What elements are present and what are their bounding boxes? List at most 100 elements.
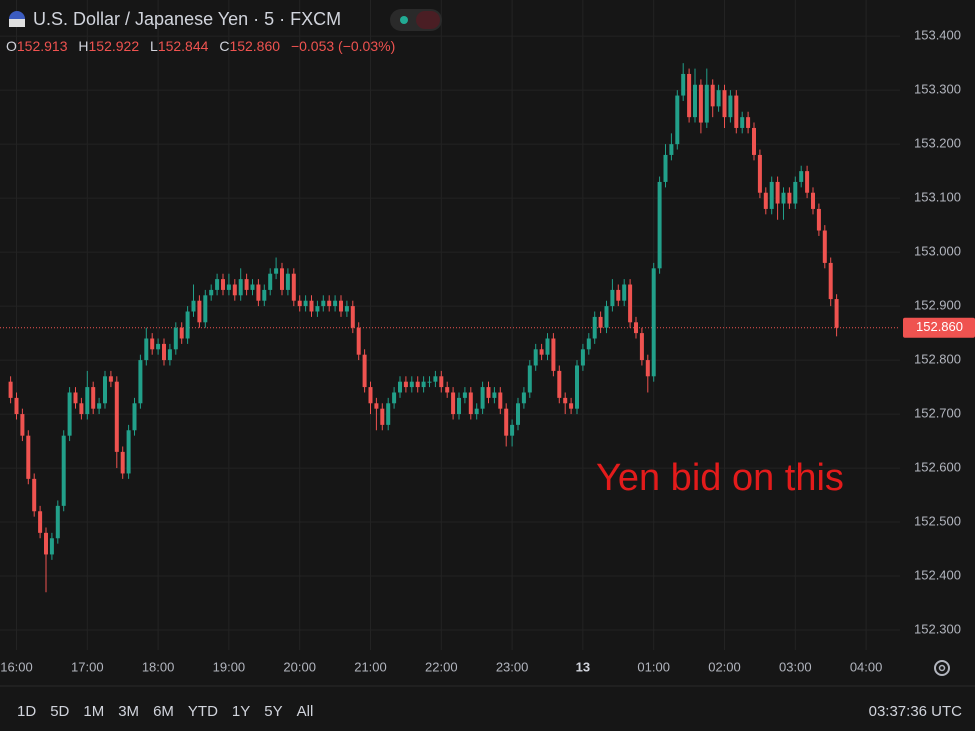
candle-body: [126, 430, 131, 474]
candle-body: [67, 392, 72, 436]
y-tick-label: 152.500: [914, 513, 961, 528]
candle-body: [185, 311, 190, 339]
candle-body: [427, 381, 432, 383]
legend-value: 152.844: [158, 38, 209, 54]
range-button[interactable]: YTD: [188, 703, 218, 720]
status-alert[interactable]: [416, 11, 440, 29]
candle-body: [415, 381, 420, 388]
candle-body: [268, 273, 273, 290]
settings-icon[interactable]: [934, 660, 950, 676]
candle-body: [344, 306, 349, 312]
candle-body: [79, 403, 84, 415]
candle-body: [693, 84, 697, 118]
y-tick-label: 152.800: [914, 352, 961, 367]
candle-body: [103, 376, 107, 404]
candle-body: [557, 370, 562, 398]
y-tick-label: 153.200: [914, 136, 961, 151]
candle-body: [138, 360, 143, 404]
candle-body: [403, 381, 408, 388]
candle-body: [221, 279, 225, 290]
candle-body: [26, 435, 31, 479]
x-tick-label: 17:00: [71, 659, 104, 674]
range-button[interactable]: 5D: [50, 703, 69, 720]
y-tick-label: 153.400: [914, 28, 961, 43]
flag-icon-stripe: [9, 19, 25, 27]
candle-body: [669, 144, 674, 155]
candle-body: [409, 381, 414, 388]
candle-body: [226, 284, 231, 290]
candle-body: [49, 538, 54, 555]
candle-body: [309, 300, 314, 312]
range-button[interactable]: 6M: [153, 703, 174, 720]
candle-body: [474, 408, 479, 415]
candle-body: [462, 392, 467, 398]
candle-body: [362, 354, 367, 388]
candle-body: [256, 284, 261, 301]
candle-body: [457, 397, 461, 415]
candle-body: [386, 403, 391, 425]
range-button[interactable]: 3M: [118, 703, 139, 720]
gear: [934, 660, 950, 676]
range-button[interactable]: 1D: [17, 703, 36, 720]
range-button[interactable]: 1Y: [232, 703, 250, 720]
candle-body: [197, 300, 202, 323]
candle-body: [663, 154, 668, 182]
range-button[interactable]: All: [297, 703, 314, 720]
candle-body: [8, 381, 13, 398]
candle-body: [468, 392, 473, 415]
candle-body: [32, 478, 37, 512]
candle-body: [144, 338, 149, 361]
candle-body: [545, 338, 550, 355]
candle-body: [752, 127, 756, 155]
candle-body: [451, 392, 456, 415]
candle-body: [14, 397, 19, 415]
candle-body: [592, 316, 597, 339]
candle-body: [120, 451, 125, 474]
candle-body: [55, 505, 60, 539]
candle-body: [616, 289, 621, 301]
candle-body: [480, 387, 485, 409]
candle-body: [356, 327, 361, 355]
candle-body: [327, 300, 332, 307]
candle-body: [132, 403, 137, 431]
chart-title: U.S. Dollar / Japanese Yen · 5 · FXCM: [33, 9, 341, 29]
candle-body: [114, 381, 119, 452]
legend-key: O: [6, 38, 17, 54]
candle-body: [291, 273, 296, 301]
legend-value: 152.913: [17, 38, 68, 54]
candle-body: [38, 511, 43, 533]
candle-body: [763, 192, 768, 209]
candle-body: [262, 289, 267, 301]
legend-key: L: [150, 38, 158, 54]
candle-body: [834, 299, 839, 328]
candle-body: [339, 300, 343, 312]
x-tick-label: 16:00: [0, 659, 33, 674]
candle-body: [539, 349, 544, 355]
candle-body: [793, 181, 798, 204]
candle-body: [368, 387, 373, 404]
candle-body: [203, 295, 208, 323]
candle-body: [645, 360, 650, 377]
candle-body: [439, 376, 444, 388]
x-tick-label: 22:00: [425, 659, 458, 674]
candle-body: [250, 284, 255, 290]
legend-value: 152.922: [89, 38, 140, 54]
range-button[interactable]: 1M: [83, 703, 104, 720]
x-tick-label: 19:00: [213, 659, 246, 674]
candle-body: [73, 392, 78, 404]
range-button[interactable]: 5Y: [264, 703, 282, 720]
candle-body: [333, 300, 338, 307]
candle-body: [734, 95, 739, 128]
candle-body: [687, 73, 692, 118]
candle-body: [285, 273, 290, 290]
candle-body: [303, 300, 308, 307]
x-tick-label: 02:00: [708, 659, 741, 674]
annotation: Yen bid on this: [596, 457, 844, 499]
y-tick-label: 153.300: [914, 82, 961, 97]
candle-body: [179, 327, 184, 339]
candle-body: [704, 84, 709, 123]
candle-body: [44, 532, 48, 555]
candle-body: [91, 387, 96, 409]
